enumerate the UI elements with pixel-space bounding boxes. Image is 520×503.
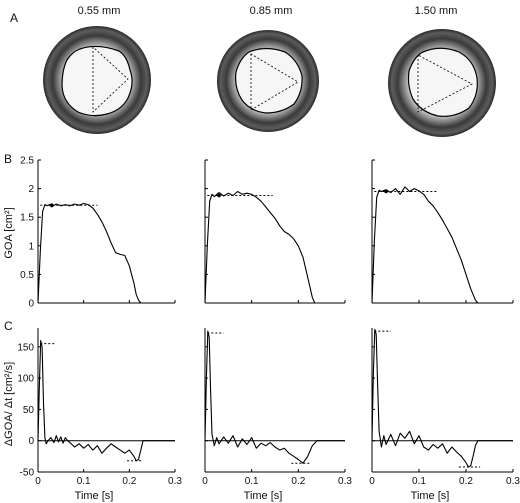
- triangle-marker: [250, 53, 299, 111]
- x-tick-label: 0.3: [338, 476, 352, 487]
- x-tick-label: 0.2: [122, 476, 136, 487]
- x-tick-label: 0.3: [506, 476, 520, 487]
- panel-label-b: B: [4, 152, 12, 166]
- series-line: [37, 202, 175, 304]
- series-line: [37, 339, 175, 462]
- xlabel-time-2: Time [s]: [244, 490, 283, 502]
- valve-image-1: [43, 26, 151, 134]
- plateau-marker: [217, 193, 221, 198]
- x-tick-label: 0: [369, 476, 375, 487]
- y-tick-label: 1.5: [20, 213, 34, 224]
- thickness-label-3: 1.50 mm: [415, 5, 458, 17]
- y-tick-label: 1: [28, 241, 34, 252]
- ylabel-dgoa: ΔGOA/ Δt [cm²/s]: [3, 362, 15, 446]
- valve-image-2: [217, 30, 319, 132]
- y-tick-label: 0.5: [20, 270, 34, 281]
- y-tick-label: 2: [28, 184, 34, 195]
- x-tick-label: 0.1: [245, 476, 259, 487]
- orifice-outline: [61, 45, 133, 117]
- y-tick-label: 100: [17, 374, 34, 385]
- series-line: [204, 330, 345, 464]
- panel-label-a: A: [10, 11, 18, 25]
- y-tick-label: 0: [28, 436, 34, 447]
- series-line: [371, 328, 513, 468]
- y-tick-label: 0: [28, 299, 34, 310]
- x-tick-label: 0.1: [412, 476, 426, 487]
- y-tick-label: 150: [17, 342, 34, 353]
- x-tick-label: 0.2: [291, 476, 305, 487]
- xlabel-time-1: Time [s]: [75, 490, 114, 502]
- x-tick-label: 0.3: [168, 476, 182, 487]
- ylabel-goa: GOA [cm²]: [3, 207, 15, 258]
- x-tick-label: 0: [35, 476, 41, 487]
- triangle-marker: [417, 54, 473, 113]
- valve-image-3: [388, 29, 496, 137]
- thickness-label-2: 0.85 mm: [250, 5, 293, 17]
- y-tick-label: 50: [23, 405, 35, 416]
- triangle-marker: [92, 46, 129, 113]
- x-tick-label: 0.2: [459, 476, 473, 487]
- chart-c-2: 0 0.1 0.2 0.3: [202, 328, 352, 487]
- orifice-outline: [235, 47, 303, 114]
- panel-label-c: C: [4, 319, 13, 333]
- x-tick-label: 0.1: [77, 476, 91, 487]
- orifice-outline: [407, 47, 478, 117]
- chart-b-3: [371, 159, 514, 304]
- chart-b-2: [204, 159, 346, 304]
- thickness-label-1: 0.55 mm: [78, 5, 121, 17]
- x-tick-label: 0: [202, 476, 208, 487]
- y-tick-label: -50: [20, 468, 35, 479]
- y-tick-label: 2.5: [20, 156, 34, 167]
- xlabel-time-3: Time [s]: [411, 490, 450, 502]
- series-line: [204, 190, 345, 304]
- chart-c-3: 0 0.1 0.2 0.3: [369, 328, 520, 487]
- chart-b-1: 0 0.5 1 1.5 2 2.5: [20, 156, 176, 310]
- series-line: [371, 186, 513, 304]
